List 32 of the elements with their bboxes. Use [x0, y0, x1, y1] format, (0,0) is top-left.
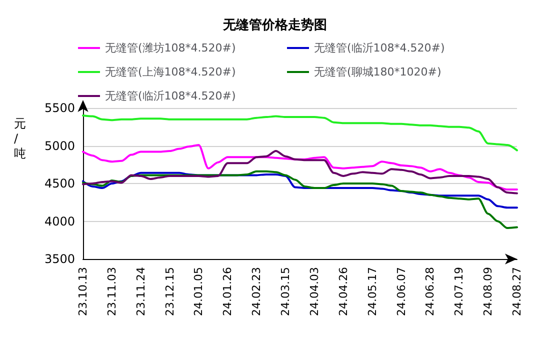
line-series — [82, 150, 518, 194]
y-axis-title: 元/吨 — [14, 116, 26, 160]
x-tick-label: 23.11.03 — [105, 267, 118, 316]
x-tick-label: 24.01.05 — [192, 267, 206, 316]
y-tick-label: 4000 — [44, 214, 75, 228]
x-tick-label: 24.07.19 — [452, 267, 466, 316]
legend-label: 无缝管(聊城180*1020#) — [314, 66, 442, 78]
x-tick-label: 24.02.23 — [250, 267, 264, 316]
line-series — [82, 170, 518, 230]
x-tick-label: 24.06.07 — [394, 267, 408, 316]
x-tick-label: 24.05.17 — [366, 267, 379, 316]
legend-label: 无缝管(临沂108*4.520#) — [105, 90, 236, 102]
y-tick-label: 4500 — [44, 176, 75, 190]
x-tick-label: 23.11.24 — [134, 267, 148, 316]
x-tick-label: 24.08.27 — [510, 267, 524, 316]
legend-label: 无缝管(临沂108*4.520#) — [314, 42, 445, 54]
x-tick-label: 24.03.15 — [279, 267, 292, 316]
x-tick-label: 23.10.13 — [76, 267, 90, 316]
line-series — [82, 114, 518, 152]
x-tick-label: 23.12.15 — [163, 267, 176, 316]
legend-label: 无缝管(潍坊108*4.520#) — [105, 42, 236, 54]
chart-title: 无缝管价格走势图 — [222, 17, 327, 33]
x-tick-label: 24.04.03 — [308, 267, 321, 316]
x-tick-label: 24.04.26 — [336, 267, 350, 316]
y-tick-label: 5500 — [44, 101, 75, 115]
x-tick-label: 24.08.09 — [482, 267, 495, 316]
y-tick-label: 5000 — [44, 138, 75, 153]
line-series — [82, 144, 518, 191]
y-tick-label: 3500 — [44, 252, 75, 266]
x-tick-label: 24.06.28 — [424, 267, 437, 316]
x-tick-label: 24.01.26 — [221, 267, 234, 316]
legend-label: 无缝管(上海108*4.520#) — [105, 66, 236, 78]
